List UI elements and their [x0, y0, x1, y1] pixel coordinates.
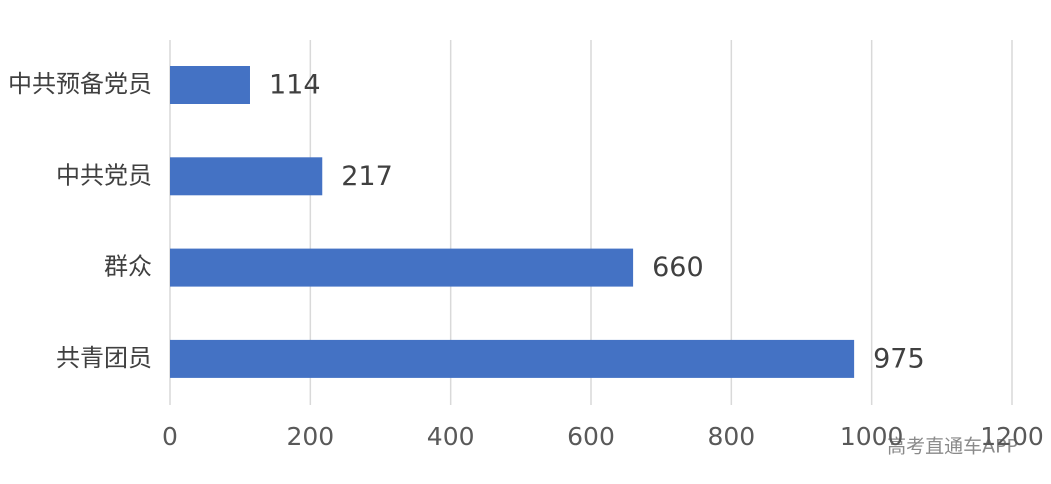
x-tick-label: 600	[567, 422, 615, 451]
x-tick-label: 800	[707, 422, 755, 451]
bar	[170, 339, 855, 378]
x-tick-label: 0	[162, 422, 178, 451]
value-label: 114	[269, 70, 321, 101]
x-tick-label: 400	[427, 422, 475, 451]
value-label: 217	[341, 161, 393, 192]
x-tick-label: 1200	[980, 422, 1044, 451]
y-tick-label: 群众	[104, 253, 152, 281]
bar	[170, 66, 250, 104]
y-tick-label: 共青团员	[56, 344, 152, 372]
x-tick-label: 200	[286, 422, 334, 451]
y-tick-label: 中共预备党员	[8, 70, 152, 98]
value-label: 975	[873, 343, 925, 374]
watermark: 高考直通车APP	[887, 436, 1018, 458]
y-tick-label: 中共党员	[56, 161, 152, 189]
x-tick-label: 1000	[840, 422, 904, 451]
bar	[170, 248, 634, 287]
bar	[170, 157, 323, 196]
value-label: 660	[652, 252, 704, 283]
